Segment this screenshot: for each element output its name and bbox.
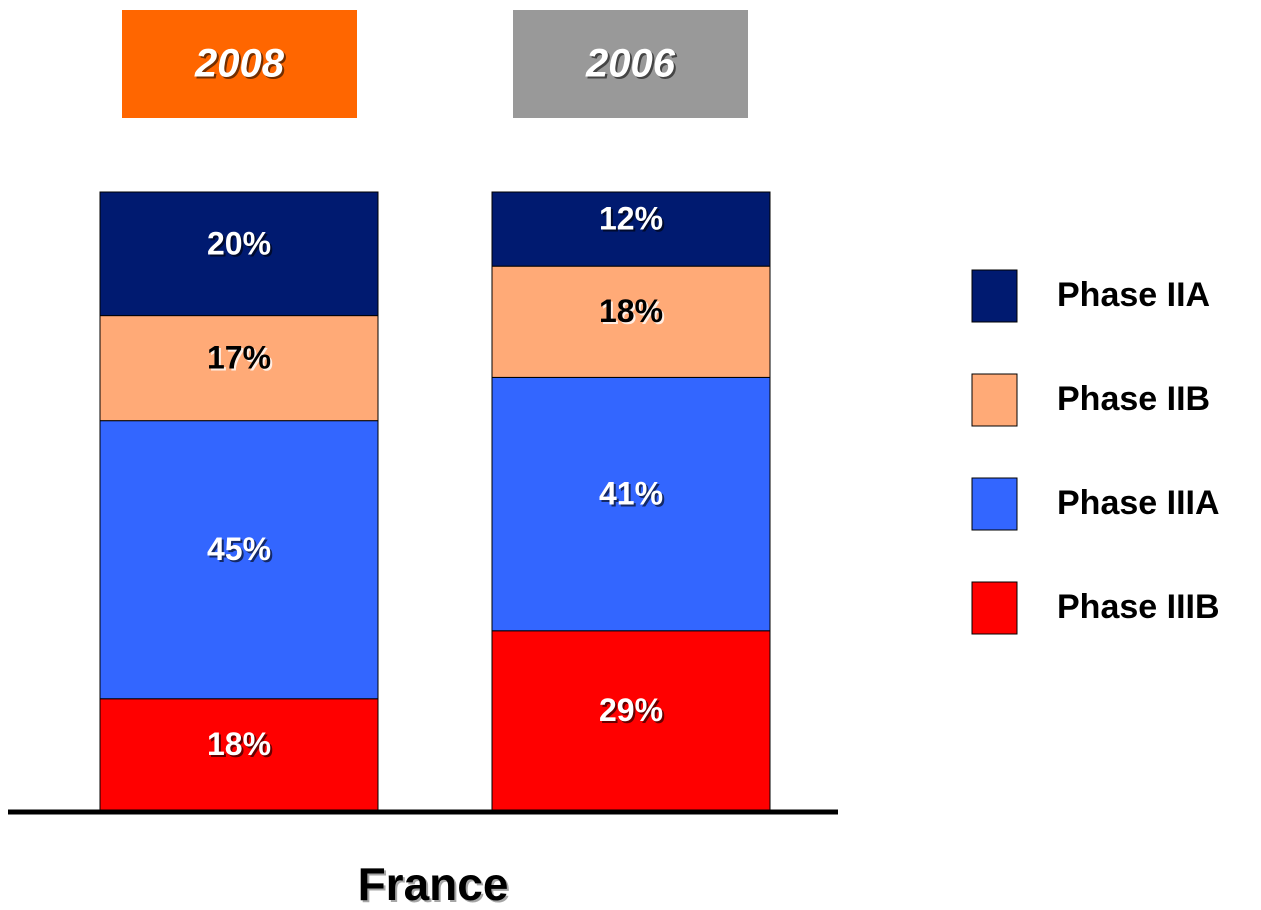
data-label: 12% — [599, 201, 663, 237]
bar-segment — [491, 191, 771, 267]
x-axis-label: France — [358, 858, 509, 910]
legend-label: Phase IIB — [1057, 380, 1210, 418]
legend-swatch — [971, 477, 1018, 531]
legend-label: Phase IIA — [1057, 276, 1210, 314]
legend-label: Phase IIIA — [1057, 484, 1220, 522]
bar-segment — [491, 376, 771, 632]
data-label: 20% — [207, 225, 271, 261]
legend-label: Phase IIIB — [1057, 588, 1220, 626]
bar-segment — [99, 315, 379, 422]
legend-swatch — [971, 373, 1018, 427]
category-header — [122, 10, 357, 118]
category-label: 2008 — [194, 42, 285, 86]
bar-segment — [99, 191, 379, 317]
bar-segment — [99, 698, 379, 811]
bar-segment — [491, 265, 771, 378]
data-label: 18% — [599, 293, 663, 329]
category-header — [513, 10, 748, 118]
data-label: 17% — [207, 340, 271, 376]
legend-swatch — [971, 581, 1018, 635]
category-label: 2006 — [585, 42, 676, 86]
bar-segment — [99, 420, 379, 700]
data-label: 41% — [599, 476, 663, 512]
legend-swatch — [971, 269, 1018, 323]
bar-segment — [491, 630, 771, 811]
data-label: 18% — [207, 726, 271, 762]
data-label: 45% — [207, 531, 271, 567]
data-label: 29% — [599, 692, 663, 728]
